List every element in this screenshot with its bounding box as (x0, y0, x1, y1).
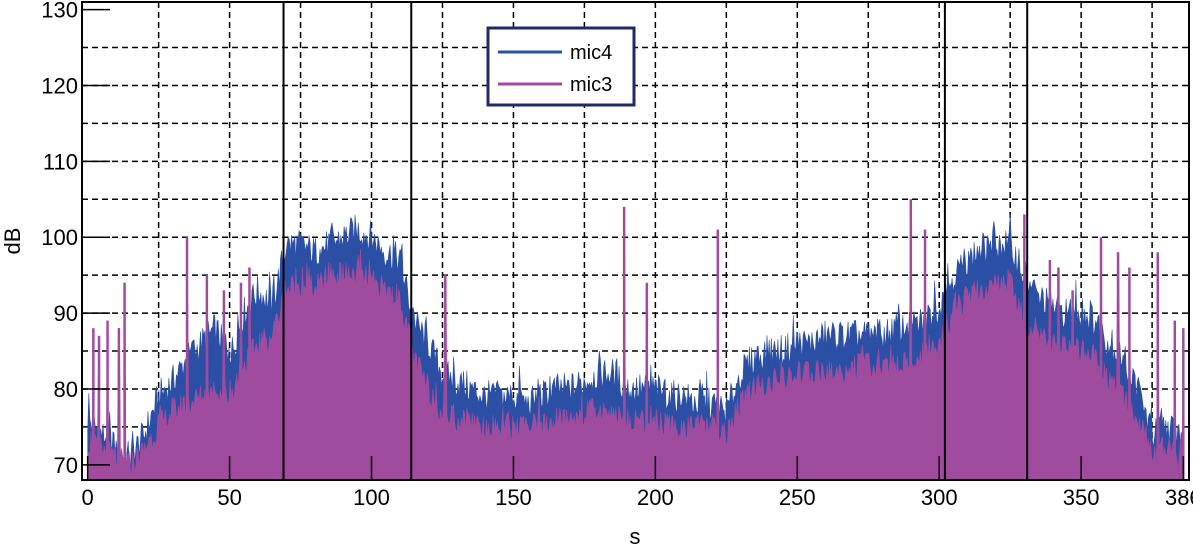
legend-label-mic4: mic4 (570, 42, 612, 64)
series-area-mic3 (87, 199, 1184, 481)
x-tick-label: 0 (82, 485, 94, 510)
series-areas (87, 199, 1185, 481)
legend-label-mic3: mic3 (570, 74, 612, 96)
y-axis: 70 80 90 100 110 120 130 (41, 0, 110, 478)
legend: mic4 mic3 (486, 26, 636, 107)
y-tick-label: 110 (43, 149, 78, 174)
y-tick-label: 130 (41, 0, 78, 23)
legend-box (486, 26, 636, 107)
y-tick-label: 70 (54, 453, 78, 478)
x-tick-label: 200 (637, 485, 674, 510)
y-tick-label: 90 (54, 301, 78, 326)
plot-frame (81, 1, 1190, 481)
x-tick-label: 50 (217, 485, 241, 510)
marker-lines (282, 2, 1029, 480)
x-tick-label: 150 (495, 485, 532, 510)
x-tick-label: 350 (1063, 485, 1100, 510)
x-axis-label: s (630, 524, 641, 547)
x-tick-label: 300 (921, 485, 958, 510)
y-tick-label: 100 (41, 225, 78, 250)
x-axis: 0 50 100 150 200 250 300 350 386 (82, 456, 1193, 510)
x-tick-label: 386 (1165, 485, 1193, 510)
x-tick-label: 100 (353, 485, 390, 510)
y-axis-label: dB (0, 228, 25, 255)
x-tick-label: 250 (779, 485, 816, 510)
y-tick-label: 80 (54, 377, 78, 402)
y-tick-label: 120 (41, 73, 78, 98)
